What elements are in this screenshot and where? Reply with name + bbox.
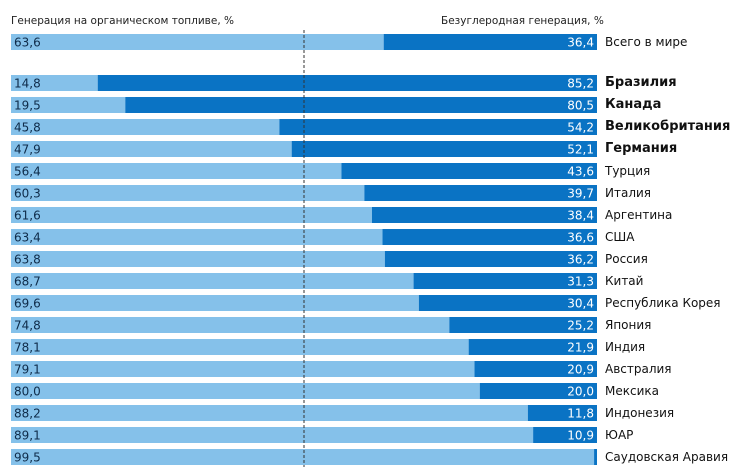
bar-clean [384,251,597,267]
bar-clean [468,339,597,355]
bar-clean [533,427,597,443]
value-label-fossil: 63,6 [14,36,41,50]
category-label: Италия [605,186,652,200]
bar-fossil [11,119,280,135]
category-label: Саудовская Аравия [605,450,729,464]
bar-fossil [11,141,292,157]
value-label-fossil: 63,4 [14,231,41,245]
bar-clean [279,119,597,135]
category-label: Бразилия [605,75,677,90]
value-label-fossil: 88,2 [14,407,41,421]
value-label-fossil: 99,5 [14,451,41,465]
value-label-fossil: 69,6 [14,297,41,311]
bar-fossil [11,229,383,245]
value-label-clean: 20,9 [567,363,594,377]
bar-clean [291,141,597,157]
value-label-clean: 43,6 [567,165,594,179]
value-label-clean: 52,1 [567,143,594,157]
category-label: США [605,230,635,244]
bar-clean [383,34,597,50]
value-label-clean: 30,4 [567,297,594,311]
bar-fossil [11,427,534,443]
value-label-clean: 11,8 [567,407,594,421]
value-label-clean: 20,0 [567,385,594,399]
value-label-fossil: 79,1 [14,363,41,377]
bar-fossil [11,97,126,113]
bar-fossil [11,163,342,179]
value-label-fossil: 56,4 [14,165,41,179]
bar-clean [97,75,597,91]
header-right-label: Безуглеродная генерация, % [441,15,604,27]
value-label-clean: 85,2 [567,77,594,91]
value-label-fossil: 19,5 [14,99,41,113]
bar-clean [418,295,597,311]
bar-fossil [11,34,384,50]
value-label-clean: 10,9 [567,429,594,443]
bar-fossil [11,449,595,465]
value-label-clean: 36,6 [567,231,594,245]
value-label-clean: 36,4 [567,36,594,50]
bar-fossil [11,361,475,377]
value-label-fossil: 47,9 [14,143,41,157]
value-label-fossil: 60,3 [14,187,41,201]
value-label-clean: 54,2 [567,121,594,135]
bar-clean [527,405,597,421]
bar-fossil [11,339,469,355]
category-label: ЮАР [605,428,634,442]
category-label: Австралия [605,362,672,376]
header-left-label: Генерация на органическом топливе, % [11,15,234,27]
bar-clean [594,449,597,465]
category-label: Всего в мире [605,35,688,49]
bar-fossil [11,295,419,311]
bar-clean [479,383,597,399]
bar-fossil [11,383,480,399]
bar-clean [382,229,597,245]
category-label: Аргентина [605,208,673,222]
category-label: Китай [605,274,644,288]
value-label-clean: 31,3 [567,275,594,289]
value-label-fossil: 78,1 [14,341,41,355]
category-label: Великобритания [605,119,731,134]
bar-fossil [11,251,385,267]
bar-fossil [11,405,528,421]
bar-clean [449,317,597,333]
bar-fossil [11,75,98,91]
value-label-fossil: 45,8 [14,121,41,135]
value-label-fossil: 61,6 [14,209,41,223]
bar-clean [371,207,597,223]
bar-fossil [11,185,365,201]
value-label-fossil: 89,1 [14,429,41,443]
category-label: Канада [605,97,662,112]
category-label: Индия [605,340,646,354]
category-label: Россия [605,252,648,266]
value-label-fossil: 80,0 [14,385,41,399]
category-label: Республика Корея [605,296,721,310]
value-label-fossil: 74,8 [14,319,41,333]
bar-clean [125,97,598,113]
value-label-clean: 39,7 [567,187,594,201]
bar-clean [364,185,597,201]
category-label: Турция [605,164,651,178]
bar-fossil [11,207,372,223]
value-label-clean: 25,2 [567,319,594,333]
category-label: Мексика [605,384,659,398]
value-label-clean: 36,2 [567,253,594,267]
category-label: Япония [605,318,652,332]
bar-fossil [11,273,414,289]
category-label: Германия [605,141,678,156]
value-label-clean: 80,5 [567,99,594,113]
value-label-fossil: 63,8 [14,253,41,267]
value-label-fossil: 14,8 [14,77,41,91]
value-label-fossil: 68,7 [14,275,41,289]
category-label: Индонезия [605,406,675,420]
bar-clean [341,163,597,179]
value-label-clean: 38,4 [567,209,594,223]
bar-fossil [11,317,450,333]
bar-clean [413,273,597,289]
value-label-clean: 21,9 [567,341,594,355]
bar-clean [474,361,597,377]
